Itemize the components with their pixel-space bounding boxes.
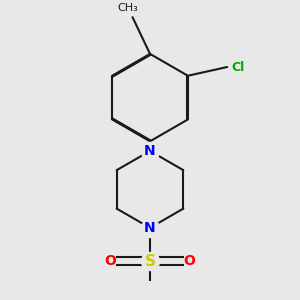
Text: Cl: Cl [232,61,245,74]
Text: O: O [105,254,117,268]
Text: O: O [183,254,195,268]
Text: S: S [145,254,155,268]
Text: N: N [144,221,156,235]
Text: N: N [144,144,156,158]
Text: CH₃: CH₃ [118,3,139,13]
